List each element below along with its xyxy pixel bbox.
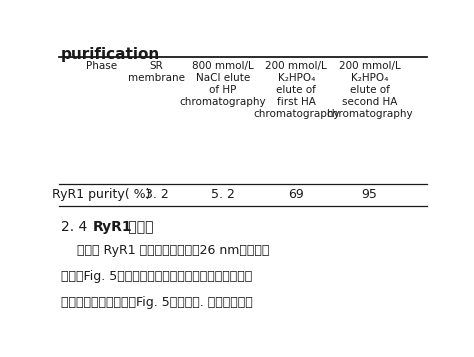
- Text: Phase: Phase: [86, 61, 117, 71]
- Text: 的形态: 的形态: [124, 220, 153, 234]
- Text: 3. 2: 3. 2: [145, 188, 168, 201]
- Text: RyR1: RyR1: [92, 220, 132, 234]
- Text: 纯化的 RyR1 是一个边长大约为26 nm的正方形: 纯化的 RyR1 是一个边长大约为26 nm的正方形: [61, 243, 269, 257]
- Text: RyR1 purity( %): RyR1 purity( %): [52, 188, 151, 201]
- Text: 结构（Fig. 5，左侧签头指示），放大的图像显示其形: 结构（Fig. 5，左侧签头指示），放大的图像显示其形: [61, 270, 252, 283]
- Text: 5. 2: 5. 2: [211, 188, 235, 201]
- Text: 800 mmol/L
NaCl elute
of HP
chromatography: 800 mmol/L NaCl elute of HP chromatograp…: [179, 61, 266, 107]
- Text: 态类似儿童玩具风车（Fig. 5，右侧）. 这种形态与其: 态类似儿童玩具风车（Fig. 5，右侧）. 这种形态与其: [61, 296, 253, 309]
- Text: purification: purification: [61, 47, 160, 62]
- Text: 95: 95: [362, 188, 378, 201]
- Text: 200 mmol/L
K₂HPO₄
elute of
first HA
chromatography: 200 mmol/L K₂HPO₄ elute of first HA chro…: [253, 61, 339, 119]
- Text: 2. 4: 2. 4: [61, 220, 87, 234]
- Text: 69: 69: [288, 188, 304, 201]
- Text: SR
membrane: SR membrane: [128, 61, 185, 83]
- Text: 200 mmol/L
K₂HPO₄
elute of
second HA
chromatography: 200 mmol/L K₂HPO₄ elute of second HA chr…: [326, 61, 413, 119]
